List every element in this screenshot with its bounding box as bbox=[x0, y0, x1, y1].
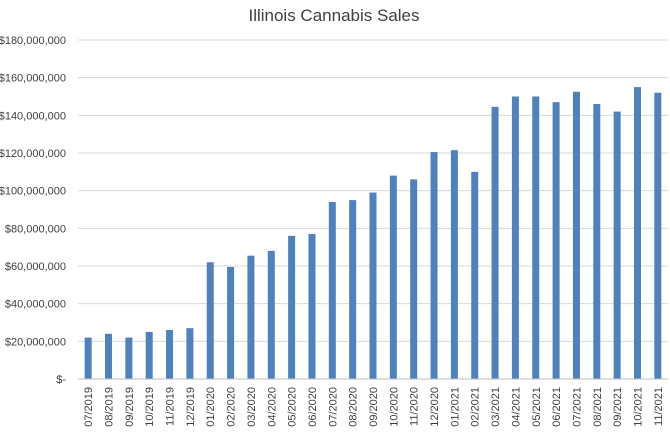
bar-07-2021 bbox=[572, 91, 580, 380]
x-tick-label: 03/2021 bbox=[490, 387, 502, 427]
x-tick-label: 07/2020 bbox=[327, 387, 339, 427]
bar-08-2020 bbox=[349, 200, 357, 379]
y-tick-label: $100,000,000 bbox=[0, 186, 66, 198]
bar-01-2021 bbox=[450, 150, 458, 379]
bar-05-2021 bbox=[532, 96, 540, 379]
x-tick-label: 06/2021 bbox=[551, 387, 563, 427]
bar-11-2021 bbox=[654, 92, 662, 379]
bar-02-2020 bbox=[227, 266, 235, 379]
x-tick-label: 10/2020 bbox=[388, 387, 400, 427]
bar-08-2019 bbox=[105, 333, 113, 379]
bars bbox=[84, 87, 662, 380]
bar-06-2021 bbox=[552, 102, 560, 380]
x-tick-label: 02/2021 bbox=[470, 387, 482, 427]
bar-04-2021 bbox=[511, 96, 519, 379]
bar-03-2020 bbox=[247, 255, 255, 379]
bar-09-2021 bbox=[613, 111, 621, 380]
x-tick-label: 01/2020 bbox=[205, 387, 217, 427]
y-tick-label: $80,000,000 bbox=[5, 223, 66, 235]
bar-07-2020 bbox=[328, 201, 336, 379]
x-tick-label: 08/2020 bbox=[348, 387, 360, 427]
bar-11-2020 bbox=[410, 179, 418, 379]
bar-12-2020 bbox=[430, 152, 438, 379]
x-tick-label: 03/2020 bbox=[246, 387, 258, 427]
y-axis-tick-labels: $- $20,000,000 $40,000,000 $60,000,000 $80,0… bbox=[0, 35, 66, 386]
bar-02-2021 bbox=[471, 171, 479, 379]
x-tick-label: 06/2020 bbox=[307, 387, 319, 427]
chart-title: Illinois Cannabis Sales bbox=[248, 6, 419, 25]
y-tick-label: $60,000,000 bbox=[5, 261, 66, 273]
x-tick-label: 05/2020 bbox=[287, 387, 299, 427]
x-tick-label: 08/2021 bbox=[592, 387, 604, 427]
x-tick-label: 07/2019 bbox=[83, 387, 95, 427]
x-tick-label: 08/2019 bbox=[104, 387, 116, 427]
x-tick-label: 05/2021 bbox=[531, 387, 543, 427]
y-tick-label: $160,000,000 bbox=[0, 73, 66, 85]
x-tick-label: 01/2021 bbox=[449, 387, 461, 427]
y-tick-label: $180,000,000 bbox=[0, 35, 66, 47]
bar-04-2020 bbox=[267, 250, 275, 379]
bar-09-2020 bbox=[369, 192, 377, 379]
y-tick-label: $40,000,000 bbox=[5, 299, 66, 311]
bar-08-2021 bbox=[593, 104, 601, 380]
x-tick-label: 02/2020 bbox=[226, 387, 238, 427]
y-tick-label: $- bbox=[56, 374, 66, 386]
bar-10-2021 bbox=[633, 87, 641, 379]
x-tick-label: 04/2020 bbox=[266, 387, 278, 427]
x-tick-label: 10/2021 bbox=[632, 387, 644, 427]
bar-10-2020 bbox=[389, 175, 397, 379]
bar-12-2019 bbox=[186, 328, 194, 379]
bar-11-2019 bbox=[166, 330, 174, 379]
y-tick-label: $140,000,000 bbox=[0, 110, 66, 122]
gridlines bbox=[78, 39, 668, 342]
bar-06-2020 bbox=[308, 233, 316, 379]
y-tick-label: $20,000,000 bbox=[5, 336, 66, 348]
bar-05-2020 bbox=[288, 235, 296, 379]
x-axis-tick-labels: 07/2019 08/2019 09/2019 10/2019 11/2019 12/20… bbox=[83, 387, 665, 427]
x-tick-label: 09/2019 bbox=[124, 387, 136, 427]
x-tick-label: 10/2019 bbox=[144, 387, 156, 427]
x-tick-label: 11/2020 bbox=[409, 387, 421, 426]
x-tick-label: 07/2021 bbox=[571, 387, 583, 427]
bar-07-2019 bbox=[84, 337, 92, 379]
y-tick-label: $120,000,000 bbox=[0, 148, 66, 160]
x-tick-label: 09/2020 bbox=[368, 387, 380, 427]
x-tick-label: 12/2019 bbox=[185, 387, 197, 427]
bar-03-2021 bbox=[491, 106, 499, 379]
x-tick-label: 12/2020 bbox=[429, 387, 441, 427]
x-tick-label: 04/2021 bbox=[510, 387, 522, 427]
bar-10-2019 bbox=[145, 331, 153, 379]
x-tick-label: 11/2021 bbox=[653, 387, 665, 426]
x-tick-label: 11/2019 bbox=[165, 387, 177, 426]
x-tick-label: 09/2021 bbox=[612, 387, 624, 427]
bar-09-2019 bbox=[125, 337, 133, 379]
bar-01-2020 bbox=[206, 262, 214, 379]
